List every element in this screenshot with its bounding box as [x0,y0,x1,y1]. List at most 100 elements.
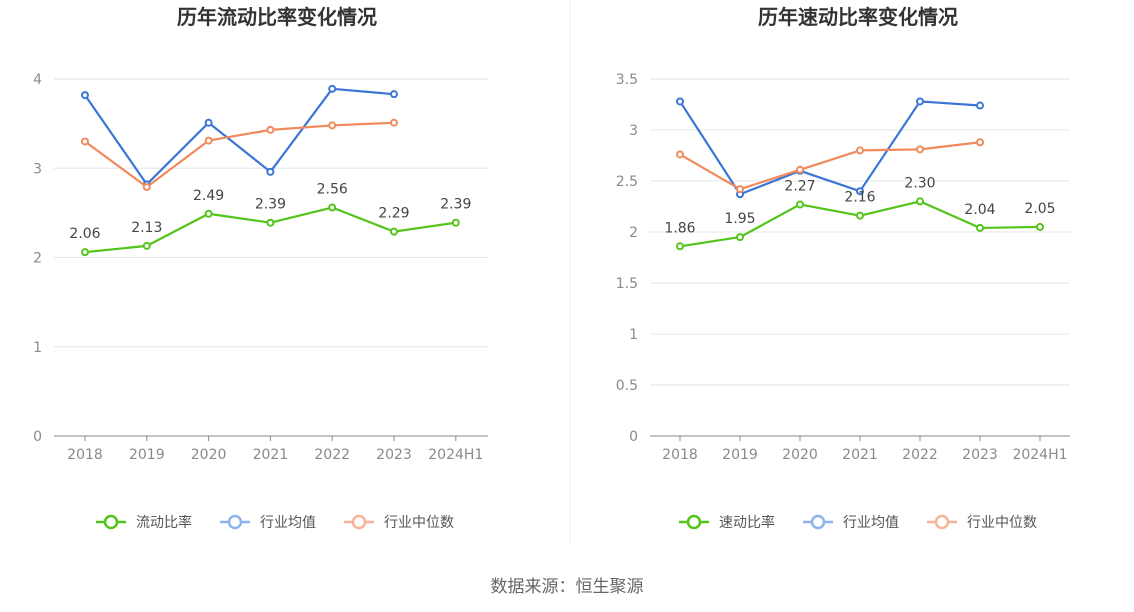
industry-median-series-point[interactable] [81,137,89,146]
y-tick-label: 0 [629,429,638,445]
legend-item-industry-average-series[interactable]: 行业均值 [803,514,899,531]
legend-item-industry-median-series[interactable]: 行业中位数 [927,514,1037,531]
industry-median-series-point[interactable] [856,146,864,155]
data-label: 2.16 [844,190,875,206]
data-label: 2.30 [904,175,935,191]
quick-ratio-chart: 历年速动比率变化情况 0 0.5 1 1.5 2 2.5 3 3.5 2018 2019 2020 20… [616,5,1070,531]
y-tick-label: 3 [629,123,638,139]
data-label: 2.27 [784,178,815,194]
data-label: 2.05 [1024,201,1055,217]
legend-marker-icon [351,514,367,530]
legend-item-industry-median-series[interactable]: 行业中位数 [344,514,454,531]
legend-marker-icon [227,514,243,530]
x-tick-label: 2019 [722,447,758,463]
y-tick-label: 0.5 [616,378,638,394]
main-series-point[interactable] [976,223,984,232]
industry-median-series-point[interactable] [796,165,804,174]
legend-label: 行业均值 [260,515,316,531]
industry-average-series-point[interactable] [204,118,213,127]
x-tick-label: 2021 [842,447,878,463]
industry-median-series-point[interactable] [676,150,684,159]
industry-average-series-point[interactable] [676,97,684,106]
x-tick-label: 2021 [253,447,289,463]
y-tick-label: 3.5 [616,72,638,88]
main-series-point[interactable] [81,248,89,257]
data-label: 2.29 [378,206,409,222]
industry-average-series-point[interactable] [390,90,398,99]
data-label: 2.13 [131,220,162,236]
y-tick-label: 1.5 [616,276,638,292]
x-tick-label: 2022 [902,447,938,463]
industry-median-series-point[interactable] [736,185,744,194]
industry-average-series-point[interactable] [916,97,924,106]
industry-average-series-point[interactable] [266,167,275,176]
legend-marker-icon [103,514,119,530]
industry-median-series-line [84,121,395,189]
data-label: 1.95 [724,211,755,227]
main-series-point[interactable] [676,242,684,251]
x-tick-label: 2024H1 [1012,447,1067,463]
y-tick-label: 2 [629,225,638,241]
y-tick-label: 1 [629,327,638,343]
legend-label: 行业中位数 [384,515,454,531]
industry-average-series-line [84,87,395,186]
main-series-point[interactable] [266,218,275,227]
x-tick-label: 2020 [191,447,227,463]
current-ratio-chart: 历年流动比率变化情况 0 1 2 3 4 2018 2019 2020 2021 2022 2023 2… [33,5,488,531]
industry-average-series-point[interactable] [856,187,864,196]
x-tick-label: 2023 [962,447,998,463]
industry-average-series-point[interactable] [328,84,337,93]
main-series-point[interactable] [390,227,398,236]
data-label: 2.39 [440,197,471,213]
legend-label: 流动比率 [136,514,192,531]
y-tick-label: 4 [33,72,42,88]
industry-average-series-point[interactable] [81,91,89,100]
industry-median-series-point[interactable] [916,145,924,154]
main-series-point[interactable] [856,211,864,220]
data-label: 2.56 [317,182,348,198]
y-tick-label: 2 [33,251,42,267]
chart-title: 历年速动比率变化情况 [758,5,958,29]
data-label: 2.06 [69,226,100,242]
main-series-point[interactable] [916,197,924,206]
x-tick-label: 2024H1 [428,447,483,463]
industry-median-series-point[interactable] [142,182,151,191]
industry-median-series-point[interactable] [204,136,213,145]
data-label: 2.49 [193,188,224,204]
x-tick-label: 2020 [782,447,818,463]
main-series-point[interactable] [1036,222,1044,231]
legend-item-main-series[interactable]: 流动比率 [96,514,192,531]
main-series-point[interactable] [142,241,151,250]
x-tick-label: 2019 [129,447,165,463]
y-tick-label: 2.5 [616,174,638,190]
legend-label: 行业均值 [843,515,899,531]
industry-median-series-point[interactable] [266,125,275,134]
x-tick-label: 2023 [376,447,412,463]
y-tick-label: 0 [33,429,42,445]
industry-median-series-point[interactable] [976,138,984,147]
main-series-point[interactable] [451,218,460,227]
main-series-point[interactable] [204,209,213,218]
legend-marker-icon [934,514,950,530]
legend-label: 速动比率 [719,514,775,531]
data-label: 2.39 [255,197,286,213]
data-label: 2.04 [964,202,995,218]
industry-average-series-line [679,100,981,196]
industry-median-series-point[interactable] [390,118,398,127]
legend-item-industry-average-series[interactable]: 行业均值 [220,514,316,531]
main-series-point[interactable] [796,200,804,209]
industry-median-series-point[interactable] [328,121,337,130]
chart-title: 历年流动比率变化情况 [177,5,377,29]
source-note: 数据来源：恒生聚源 [491,577,644,597]
y-tick-label: 1 [33,340,42,356]
x-tick-label: 2018 [662,447,698,463]
main-series-point[interactable] [736,233,744,242]
industry-average-series-point[interactable] [976,101,984,110]
x-tick-label: 2018 [67,447,103,463]
legend-item-main-series[interactable]: 速动比率 [679,514,775,531]
legend-marker-icon [686,514,702,530]
main-series-point[interactable] [328,203,337,212]
legend-marker-icon [810,514,826,530]
y-tick-label: 3 [33,161,42,177]
